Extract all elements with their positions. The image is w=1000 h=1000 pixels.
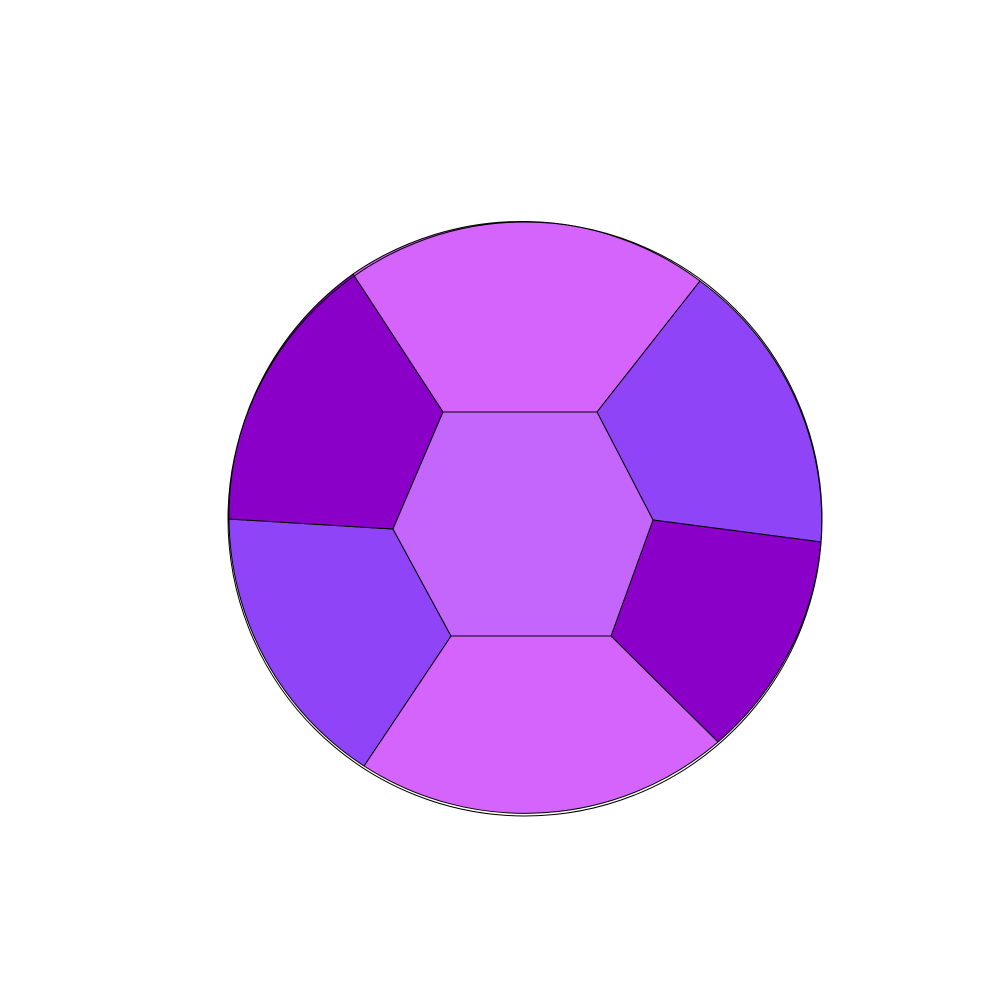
facet-upper-left [228,273,444,530]
gem [227,221,823,817]
facet-lower-left [228,518,452,767]
gem-outline [227,221,823,817]
facet-table [392,411,654,637]
facet-bottom [363,635,719,814]
